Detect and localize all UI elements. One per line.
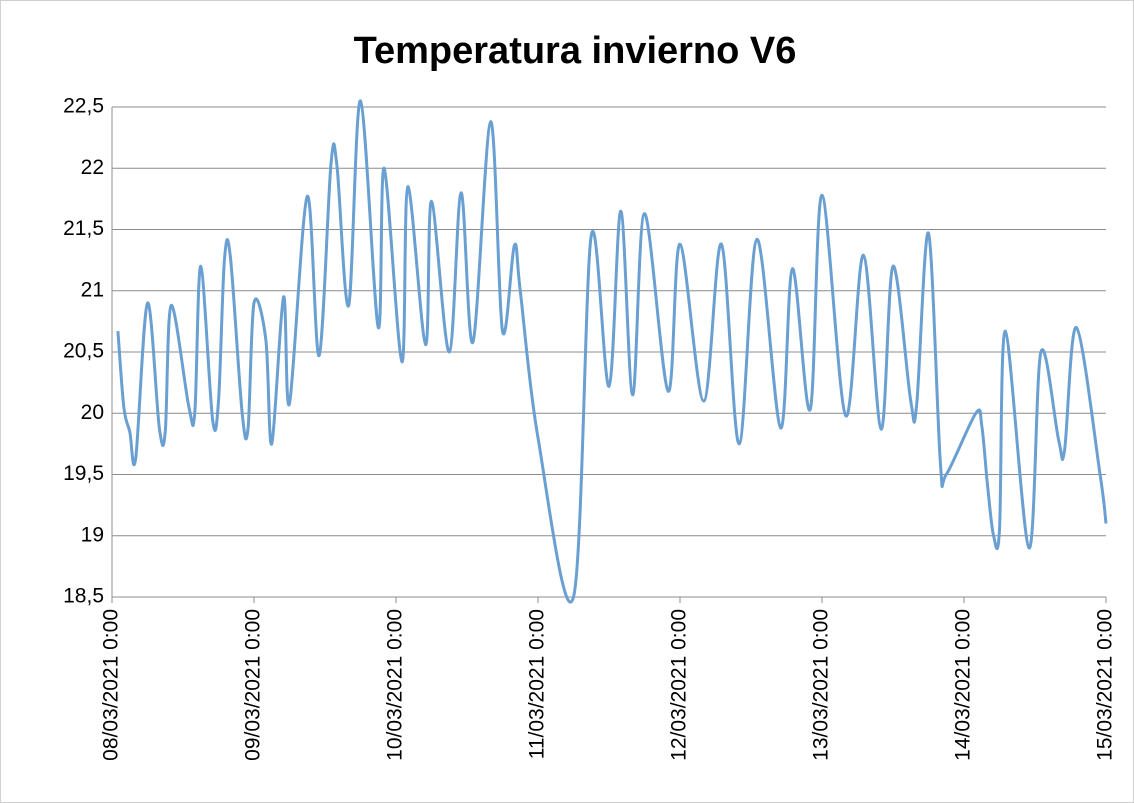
y-tick-label: 19: [81, 523, 104, 546]
line-series: [116, 99, 1108, 604]
x-tick-label: 09/03/2021 0:00: [242, 609, 265, 761]
y-tick-label: 22: [81, 156, 104, 179]
y-tick-label: 22,5: [63, 95, 104, 118]
chart-title: Temperatura invierno V6: [354, 30, 797, 72]
y-tick-label: 19,5: [63, 462, 104, 485]
x-tick-label: 15/03/2021 0:00: [1094, 609, 1117, 761]
y-tick-label: 21,5: [63, 217, 104, 240]
x-tick-label: 08/03/2021 0:00: [100, 609, 123, 761]
y-tick-label: 20: [81, 401, 104, 424]
y-tick-label: 21: [81, 278, 104, 301]
y-tick-label: 20,5: [63, 340, 104, 363]
x-tick-label: 12/03/2021 0:00: [668, 609, 691, 761]
x-tick-label: 14/03/2021 0:00: [952, 609, 975, 761]
x-tick-label: 10/03/2021 0:00: [384, 609, 407, 761]
y-tick-label: 18,5: [63, 585, 104, 608]
x-tick-label: 13/03/2021 0:00: [810, 609, 833, 761]
x-tick-label: 11/03/2021 0:00: [526, 609, 549, 759]
